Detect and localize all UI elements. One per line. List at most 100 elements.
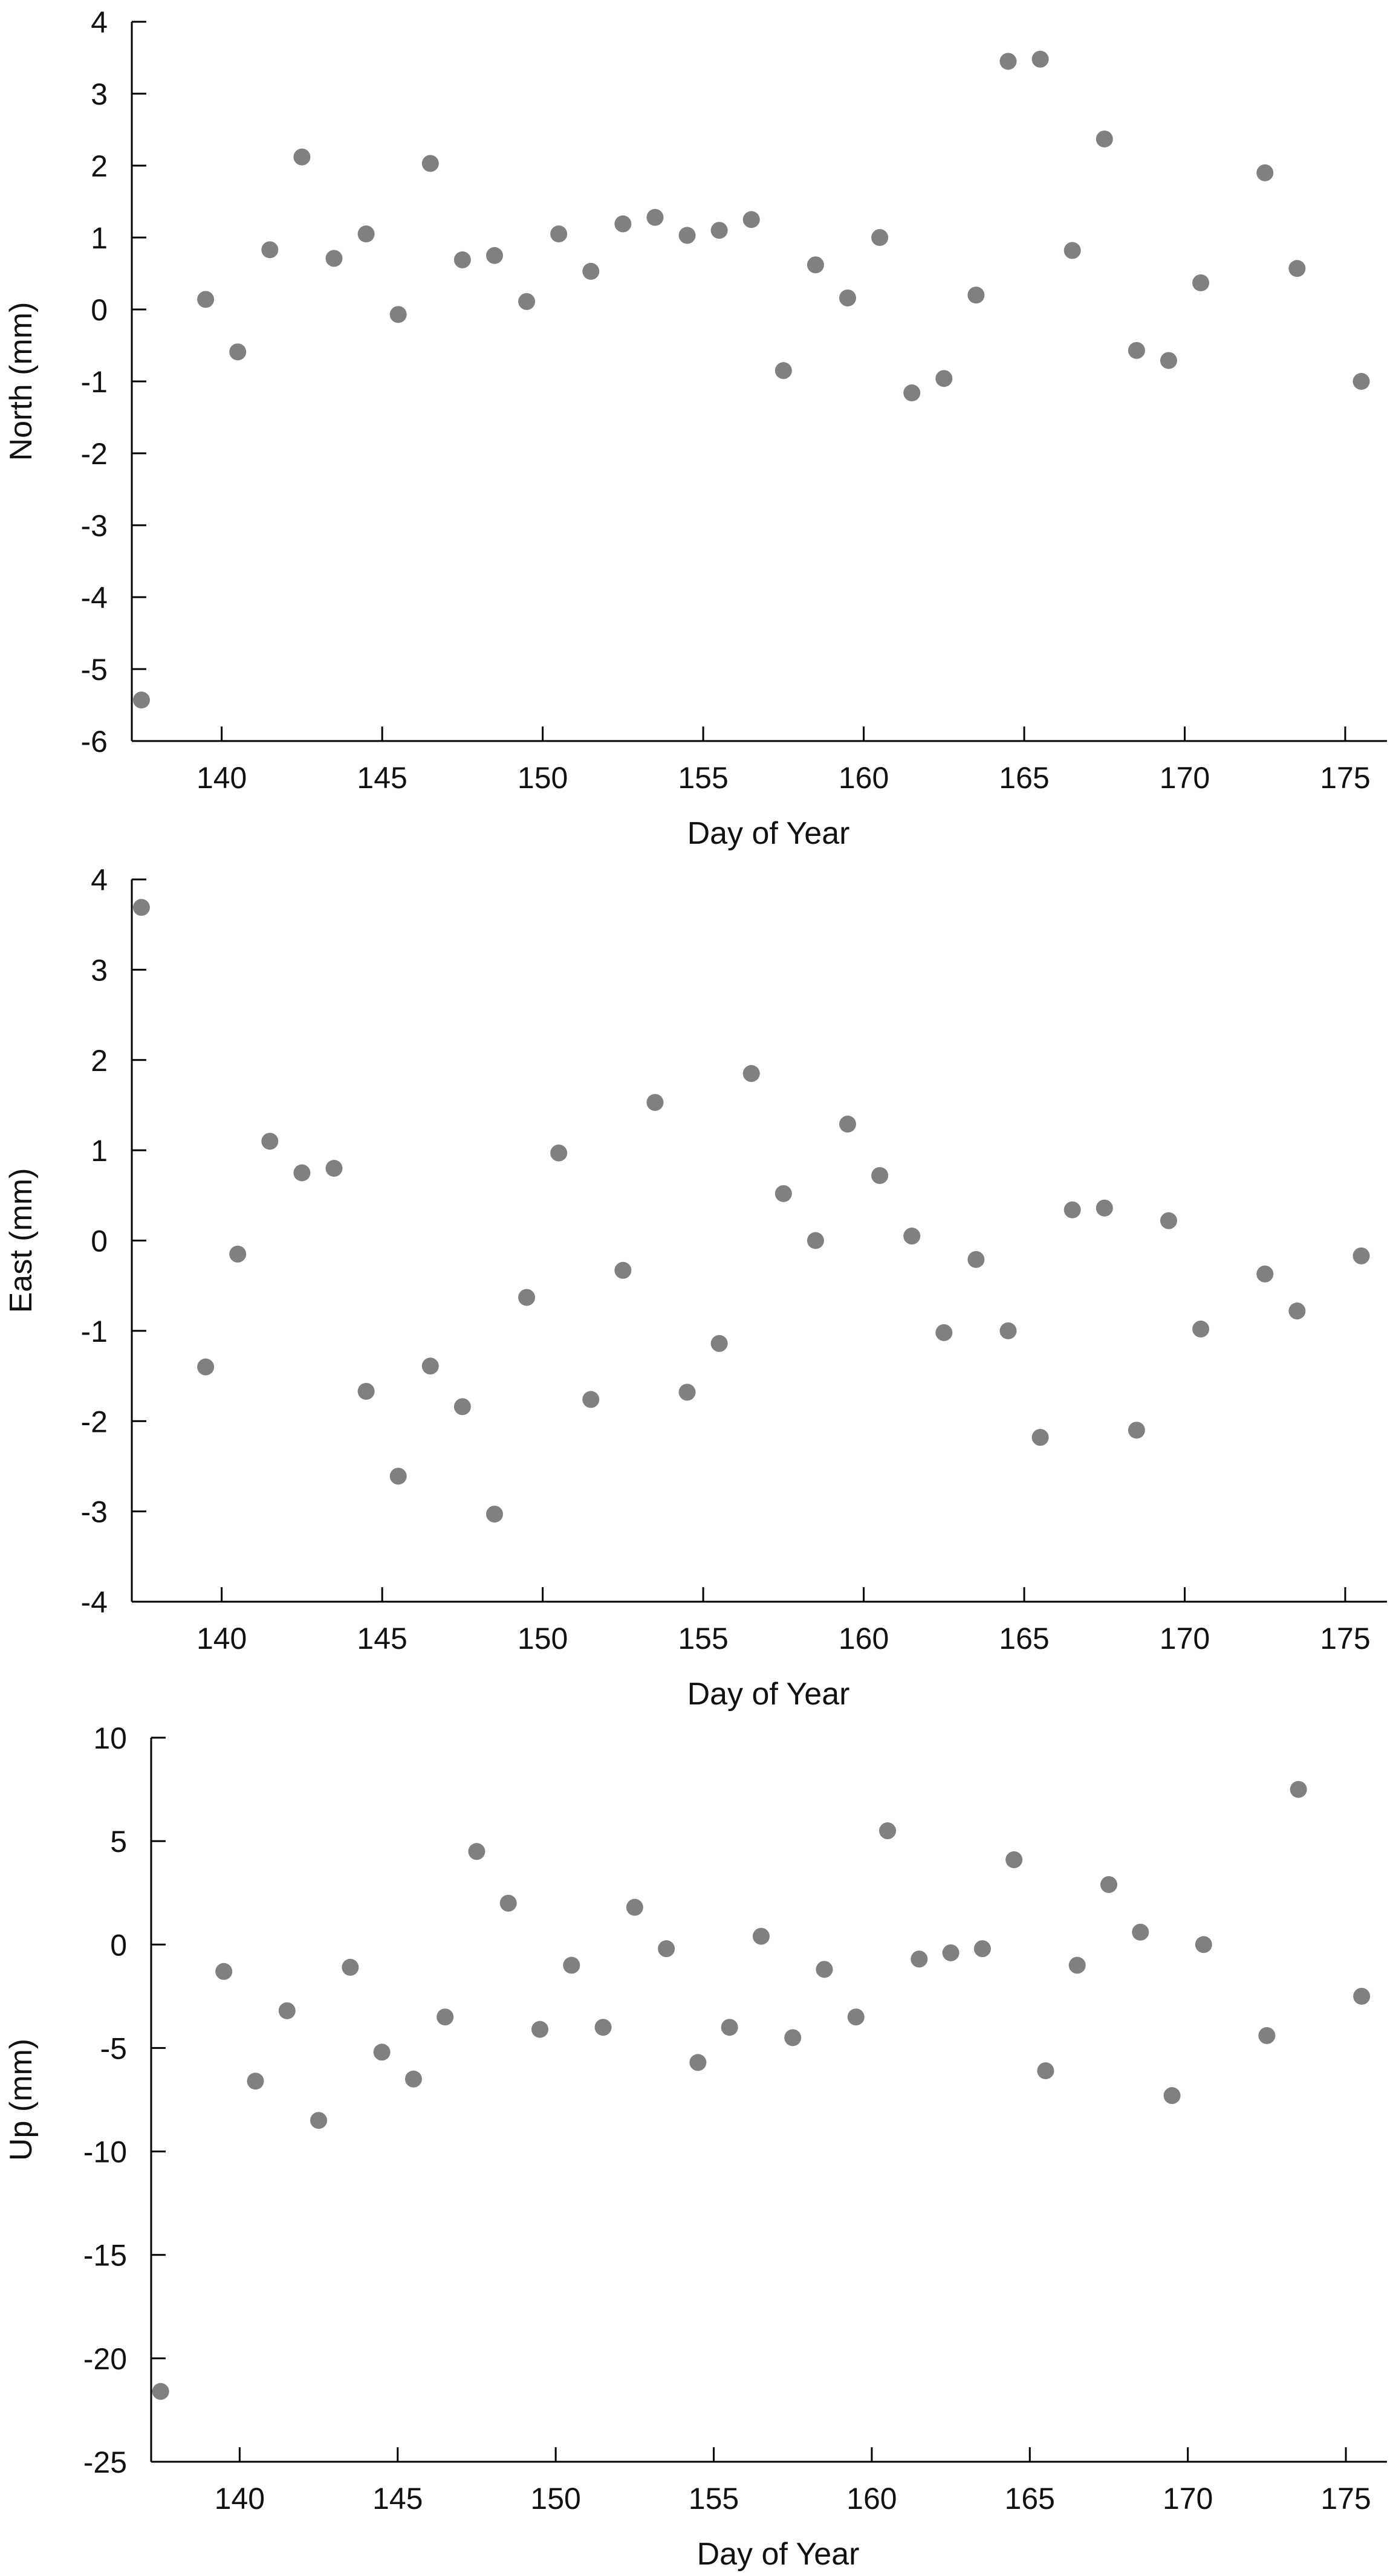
x-tick-label: 145 (372, 2482, 423, 2516)
x-tick-label: 150 (530, 2482, 580, 2516)
data-point (453, 251, 471, 268)
x-tick-label: 160 (846, 2482, 897, 2516)
y-tick-label: -4 (81, 1585, 108, 1619)
y-tick-label: 0 (110, 1928, 127, 1962)
data-point (678, 1383, 696, 1401)
data-point (1353, 1987, 1371, 2005)
y-tick-label: -20 (83, 2342, 127, 2376)
data-point (404, 2070, 422, 2088)
x-tick-label: 145 (357, 1622, 407, 1655)
data-point (871, 1167, 889, 1184)
data-point (550, 1144, 568, 1162)
data-point (935, 1324, 953, 1341)
x-tick-label: 140 (196, 1622, 247, 1655)
data-point (710, 1335, 728, 1352)
data-point (468, 1843, 485, 1860)
x-tick-label: 155 (689, 2482, 739, 2516)
data-point (1031, 1429, 1049, 1446)
data-point (1192, 1320, 1210, 1338)
data-point (816, 1961, 833, 1978)
data-point (197, 291, 215, 308)
y-tick-label: -6 (81, 725, 108, 759)
data-point (247, 2073, 264, 2090)
data-point (1100, 1876, 1117, 1894)
data-point (1258, 2027, 1276, 2044)
data-point (1192, 274, 1210, 291)
data-point (742, 211, 760, 228)
x-axis-label: Day of Year (697, 2537, 860, 2572)
data-point (582, 1391, 600, 1408)
data-point (1288, 1303, 1306, 1320)
x-tick-label: 175 (1320, 1622, 1370, 1655)
data-point (935, 370, 953, 387)
y-tick-label: -1 (81, 365, 108, 399)
y-tick-label: 3 (91, 953, 108, 987)
data-point (646, 1093, 664, 1111)
data-point (614, 215, 632, 233)
data-point (325, 1160, 343, 1177)
x-tick-label: 165 (1005, 2482, 1055, 2516)
x-tick-label: 170 (1160, 1622, 1210, 1655)
data-point (310, 2112, 328, 2129)
data-point (389, 1468, 407, 1485)
chart-panel-3: 10 5 0 -5 -10 -15 -20 -25 140 145 150 155 160 165 170 1… (4, 1721, 1387, 2572)
data-point (678, 227, 696, 244)
x-tick-label: 175 (1320, 2482, 1371, 2516)
data-point (594, 2019, 612, 2036)
data-point (293, 148, 311, 166)
data-point (342, 1958, 359, 1976)
x-tick-label: 170 (1163, 2482, 1213, 2516)
y-tick-label: 2 (91, 1044, 108, 1078)
data-point (357, 225, 375, 243)
data-point (689, 2054, 707, 2071)
x-axis-label: Day of Year (687, 816, 850, 851)
data-point (774, 362, 792, 380)
data-point (582, 262, 600, 280)
data-point (132, 899, 150, 916)
data-point (261, 1133, 279, 1150)
data-point (1063, 1201, 1081, 1218)
data-point (373, 2044, 391, 2061)
data-point (879, 1822, 897, 1840)
chart-panel-1: 4 3 2 1 0 -1 -2 -3 -4 -5 -6 140 145 150 155 160 165 170 17… (4, 5, 1387, 851)
x-tick-label: 160 (839, 1622, 889, 1655)
data-point (839, 1115, 857, 1133)
data-point (807, 256, 824, 274)
data-point (152, 2383, 169, 2400)
y-axis-label: Up (mm) (4, 2039, 39, 2161)
data-point (1037, 2062, 1054, 2080)
y-tick-label: -3 (81, 1495, 108, 1529)
data-point (550, 225, 568, 243)
data-point (215, 1963, 233, 1980)
y-tick-label: 4 (91, 863, 108, 897)
data-point (293, 1164, 311, 1182)
data-point (325, 250, 343, 267)
data-point (999, 1322, 1017, 1339)
data-point (1288, 260, 1306, 277)
data-point (357, 1382, 375, 1400)
data-point (1160, 352, 1177, 369)
data-point (911, 1950, 928, 1968)
y-tick-label: 0 (91, 1225, 108, 1258)
data-point (1128, 341, 1145, 359)
y-axis-label: East (mm) (4, 1168, 39, 1313)
y-tick-label: 1 (91, 1134, 108, 1168)
data-point (1195, 1936, 1212, 1953)
x-tick-label: 150 (518, 761, 568, 795)
data-point (710, 222, 728, 239)
y-tick-label: 1 (91, 221, 108, 255)
data-point (389, 306, 407, 323)
y-tick-label: 4 (91, 5, 108, 39)
data-point (563, 1956, 580, 1974)
x-tick-label: 140 (215, 2482, 265, 2516)
x-tick-label: 155 (678, 761, 728, 795)
x-tick-label: 175 (1320, 761, 1370, 795)
data-point (485, 247, 503, 264)
x-tick-label: 165 (999, 761, 1049, 795)
data-point (1096, 130, 1113, 147)
data-point (1031, 50, 1049, 68)
y-tick-label: 5 (110, 1825, 127, 1859)
data-point (421, 155, 439, 172)
